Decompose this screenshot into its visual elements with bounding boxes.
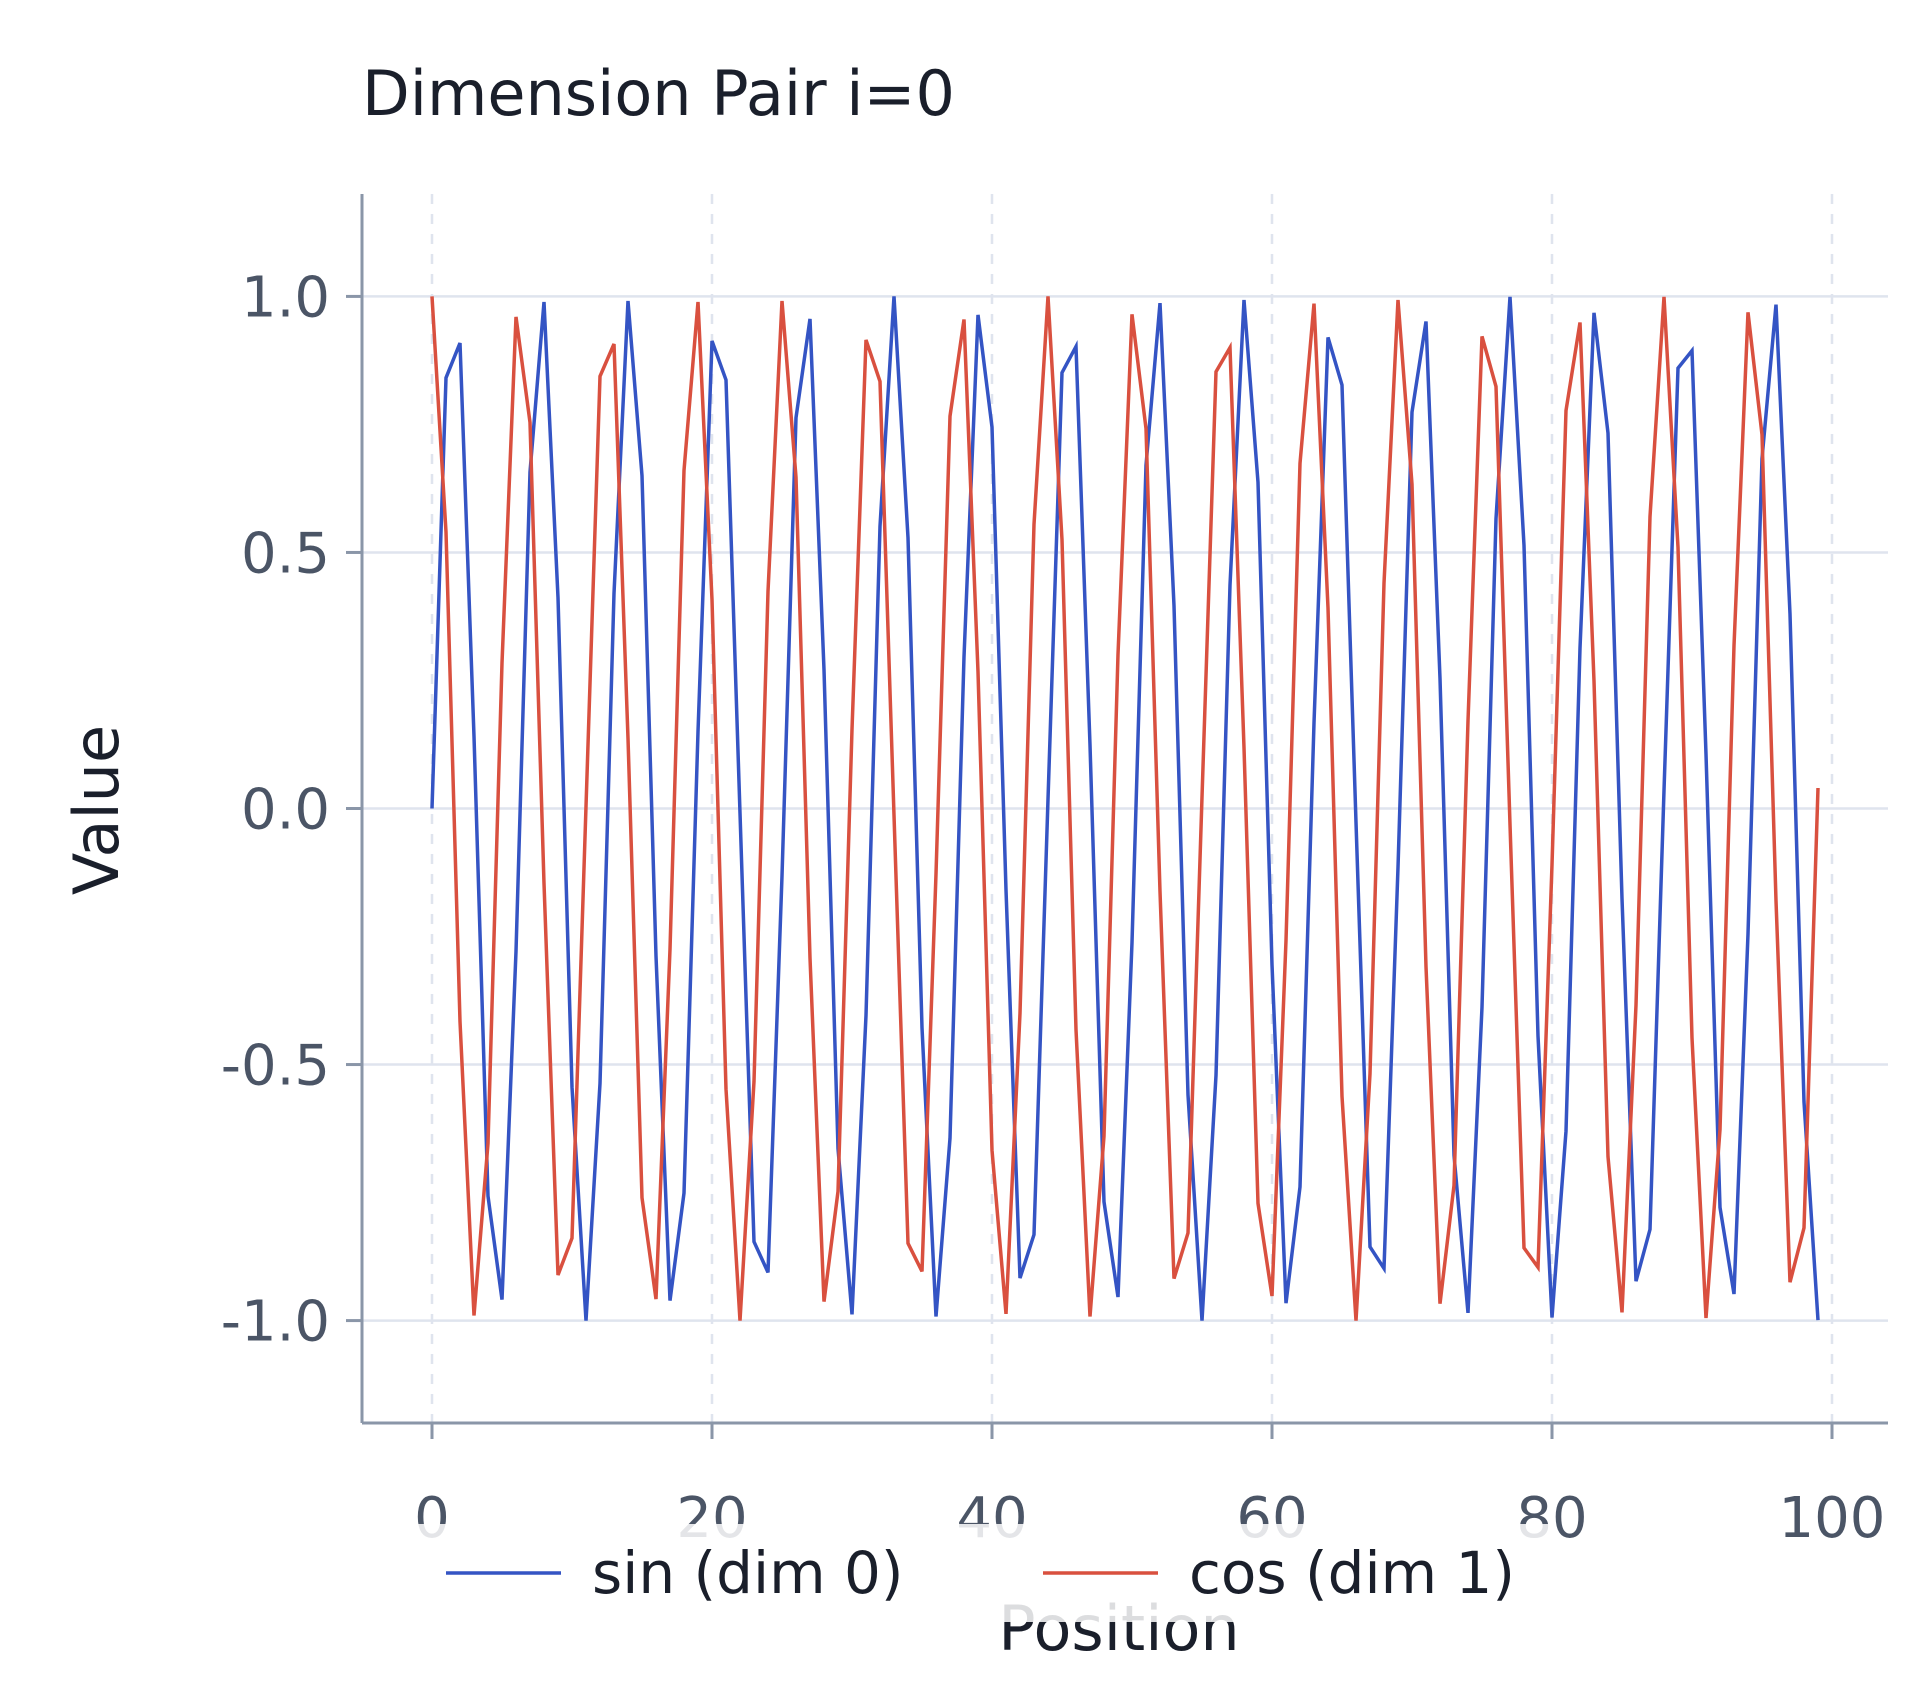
y-tick-label: 0.0 — [241, 778, 330, 843]
series-line-cos — [430, 296, 1820, 1321]
axes — [346, 194, 1888, 1439]
legend-background — [412, 1524, 1552, 1622]
legend-label-sin: sin (dim 0) — [592, 1539, 904, 1607]
y-tick-label: 1.0 — [241, 265, 330, 330]
legend: sin (dim 0) cos (dim 1) — [412, 1524, 1552, 1622]
y-tick-label: 0.5 — [241, 521, 330, 586]
series-lines — [430, 296, 1820, 1321]
x-tick-label: 100 — [1779, 1486, 1886, 1551]
chart-title: Dimension Pair i=0 — [362, 57, 955, 130]
legend-label-cos: cos (dim 1) — [1189, 1539, 1515, 1607]
y-tick-labels: -1.0 -0.5 0.0 0.5 1.0 — [221, 265, 330, 1354]
y-tick-label: -1.0 — [221, 1290, 330, 1355]
y-axis-label: Value — [60, 725, 133, 895]
y-tick-label: -0.5 — [221, 1034, 330, 1099]
